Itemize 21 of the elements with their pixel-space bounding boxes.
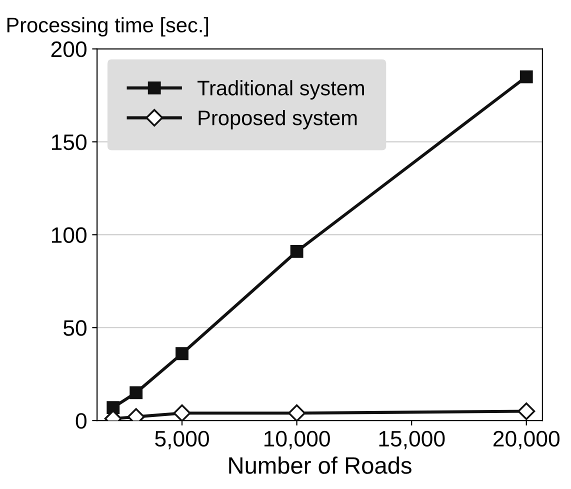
point <box>176 347 188 360</box>
x-tick-label: 5,000 <box>155 430 209 450</box>
y-tick-label: 0 <box>76 413 86 429</box>
point <box>290 244 304 258</box>
y-tick-label: 150 <box>52 134 86 150</box>
x-axis-title: Number of Roads <box>229 456 412 474</box>
y-axis-title: Processing time [sec.] <box>7 17 208 37</box>
legend-label: Traditional system <box>198 80 364 100</box>
x-tick-label: 20,000 <box>494 430 560 450</box>
x-tick-label: 15,000 <box>379 430 445 450</box>
point <box>173 404 191 421</box>
point <box>288 404 306 421</box>
y-tick-label: 200 <box>51 41 86 58</box>
point <box>518 402 536 420</box>
legend-label: Proposed system <box>198 110 357 130</box>
point <box>130 386 143 400</box>
point <box>106 401 120 414</box>
y-tick-label: 100 <box>52 227 86 243</box>
y-tick-label: 50 <box>64 320 86 336</box>
x-tick-label: 10,000 <box>264 430 330 450</box>
point <box>520 70 533 84</box>
